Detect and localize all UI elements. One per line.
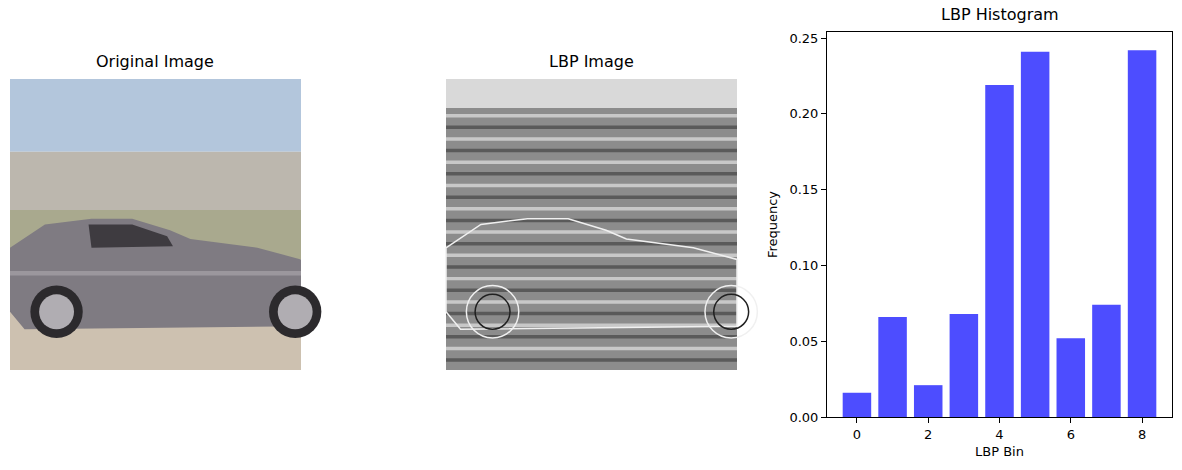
svg-text:LBP Bin: LBP Bin	[975, 444, 1024, 459]
svg-text:0.05: 0.05	[789, 334, 818, 349]
svg-text:Original Image: Original Image	[96, 52, 214, 71]
svg-text:LBP Histogram: LBP Histogram	[941, 5, 1059, 24]
svg-text:8: 8	[1138, 427, 1146, 442]
svg-text:0.20: 0.20	[789, 106, 818, 121]
svg-text:2: 2	[924, 427, 932, 442]
svg-text:6: 6	[1067, 427, 1075, 442]
svg-text:Frequency: Frequency	[765, 191, 780, 258]
svg-text:0.25: 0.25	[789, 31, 818, 46]
svg-text:LBP Image: LBP Image	[549, 52, 634, 71]
svg-text:0.15: 0.15	[789, 182, 818, 197]
svg-text:4: 4	[995, 427, 1003, 442]
svg-text:0: 0	[853, 427, 861, 442]
svg-text:0.00: 0.00	[789, 410, 818, 425]
svg-text:0.10: 0.10	[789, 258, 818, 273]
